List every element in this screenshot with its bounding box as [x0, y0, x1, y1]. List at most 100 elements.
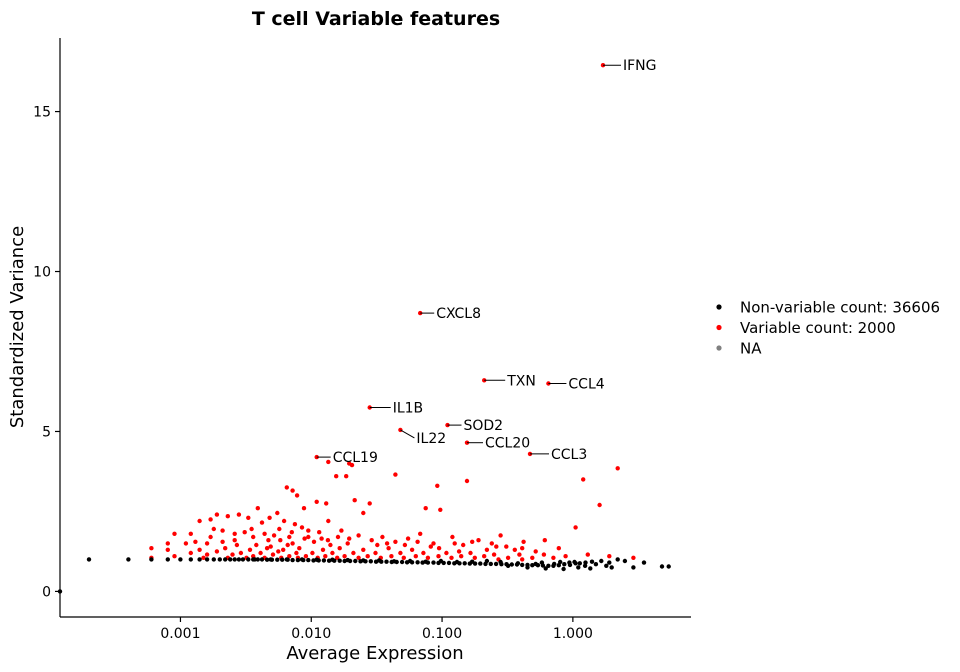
data-point	[484, 558, 490, 564]
data-point	[436, 546, 442, 551]
data-point	[258, 550, 263, 556]
data-point	[234, 542, 240, 548]
data-point	[393, 539, 398, 544]
data-point	[345, 557, 350, 563]
data-point	[247, 547, 253, 552]
data-point	[225, 514, 230, 519]
legend-key	[716, 304, 722, 310]
gene-label: CXCL8	[436, 306, 481, 322]
data-point	[641, 560, 647, 565]
data-point	[214, 549, 220, 554]
data-point	[597, 502, 602, 508]
data-point	[268, 557, 273, 562]
data-point	[384, 541, 390, 546]
data-point	[556, 546, 561, 551]
data-point	[267, 515, 272, 520]
data-point	[461, 542, 466, 548]
data-point	[290, 557, 295, 563]
data-point	[380, 534, 385, 540]
data-point	[562, 562, 567, 567]
data-point	[197, 547, 202, 552]
y-tick-label: 10	[33, 265, 51, 281]
data-point	[615, 557, 620, 562]
data-point	[214, 512, 220, 517]
data-point	[464, 478, 470, 484]
data-point	[126, 557, 131, 562]
gene-label: IL22	[416, 431, 446, 447]
data-point	[567, 562, 573, 568]
data-point	[326, 459, 331, 465]
x-tick-label: 1.000	[553, 626, 593, 642]
data-point	[347, 536, 352, 541]
data-point	[299, 557, 305, 562]
data-point	[607, 554, 612, 559]
x-axis-ticks: 0.001 0.010 0.100 1.000	[160, 617, 593, 642]
data-point	[232, 557, 237, 562]
data-point	[517, 552, 522, 557]
gene-label: CCL4	[568, 377, 604, 393]
data-point	[541, 552, 547, 557]
data-point	[376, 558, 382, 563]
data-point	[573, 561, 578, 566]
data-point	[573, 525, 578, 530]
data-point	[290, 541, 295, 546]
data-point	[294, 550, 299, 556]
data-point	[306, 528, 311, 533]
data-point	[324, 501, 329, 506]
data-point	[319, 536, 324, 541]
data-point	[551, 555, 556, 560]
data-point	[373, 550, 378, 556]
data-point	[232, 538, 237, 543]
data-point	[211, 557, 216, 562]
data-point	[585, 552, 590, 557]
data-point	[281, 518, 287, 524]
data-point	[281, 547, 286, 552]
data-point	[530, 555, 535, 560]
data-point	[533, 561, 538, 567]
data-point	[542, 538, 547, 543]
data-point	[365, 554, 370, 559]
data-point	[259, 520, 265, 525]
data-point	[299, 525, 305, 530]
data-point	[505, 563, 511, 568]
data-point	[409, 547, 415, 552]
data-point	[344, 474, 349, 479]
data-point	[172, 554, 177, 559]
data-point	[280, 557, 285, 562]
data-point	[242, 530, 247, 535]
data-point	[172, 531, 177, 536]
data-point	[325, 538, 331, 543]
data-point	[320, 547, 326, 552]
data-point	[505, 555, 511, 560]
data-point	[326, 518, 331, 524]
data-point	[504, 544, 509, 549]
data-point	[484, 547, 490, 552]
data-point	[335, 555, 340, 560]
data-point	[389, 554, 394, 559]
data-point	[323, 554, 328, 559]
data-point	[494, 544, 499, 549]
data-point	[498, 533, 503, 538]
data-point	[310, 550, 315, 556]
plot-area: IFNG CXCL8 TXN CCL4 IL1B SOD2 IL22 CCL20 CCL3 CCL…	[33, 38, 691, 642]
legend-entry-label: NA	[740, 340, 762, 358]
data-point	[384, 559, 389, 564]
data-point	[204, 557, 210, 562]
data-point	[558, 559, 563, 565]
data-point	[431, 560, 436, 565]
data-point	[491, 552, 497, 557]
legend-key	[716, 324, 722, 331]
data-point	[391, 559, 397, 564]
data-point	[454, 559, 460, 565]
data-point	[321, 558, 327, 563]
data-point	[220, 539, 225, 544]
legend-key	[716, 345, 722, 351]
data-point	[561, 566, 566, 572]
data-point	[452, 541, 457, 546]
data-point	[459, 554, 464, 559]
legend-entry-label: Non-variable count: 36606	[740, 299, 940, 317]
data-point	[476, 538, 481, 543]
data-point	[223, 557, 228, 562]
x-tick-label: 0.100	[422, 626, 462, 642]
